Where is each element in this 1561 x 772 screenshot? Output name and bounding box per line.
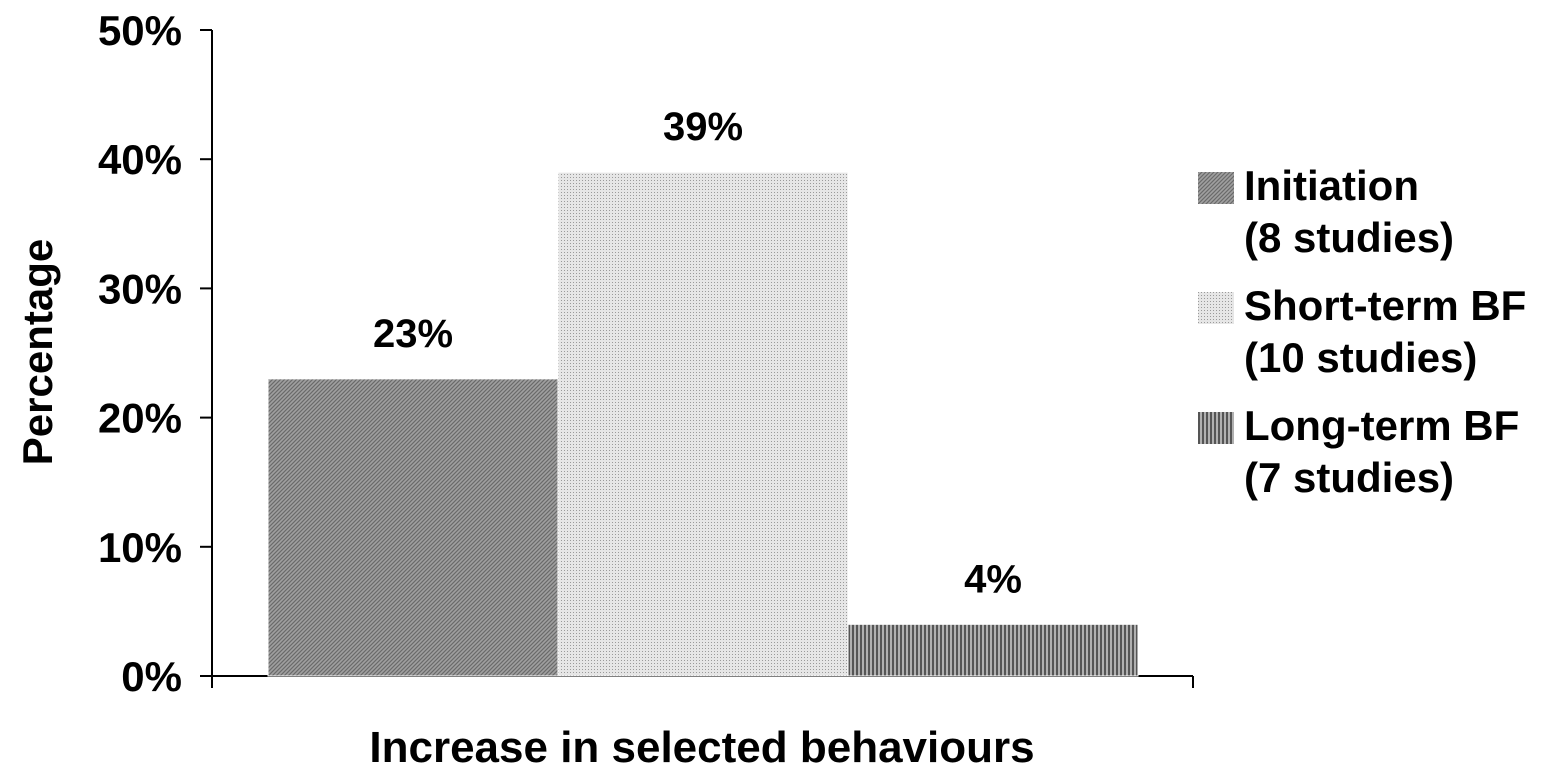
legend-label-initiation: Initiation (8 studies) [1244,162,1455,261]
label-layer: 23% 39% 4% [373,105,1022,601]
data-label-2: 4% [964,557,1022,601]
data-label-0: 23% [373,312,453,356]
legend-swatch-long-term-bf [1198,412,1234,444]
y-axis-title: Percentage [14,239,61,465]
legend-item-long-term-bf: Long-term BF (7 studies) [1198,400,1558,504]
bar-1 [557,171,849,677]
bar-2 [847,623,1139,677]
y-tick-label-4: 40% [98,136,182,183]
bar-layer [267,171,1139,677]
legend-swatch-short-term-bf [1198,292,1234,324]
y-tick-label-3: 30% [98,265,182,312]
legend-item-initiation: Initiation (8 studies) [1198,160,1558,264]
data-label-1: 39% [663,105,743,149]
legend-label-long-term-bf: Long-term BF (7 studies) [1244,402,1520,501]
y-tick-label-2: 20% [98,395,182,442]
y-tick-label-5: 50% [98,7,182,54]
legend-label-short-term-bf: Short-term BF (10 studies) [1244,282,1527,381]
y-tick-label-1: 10% [98,524,182,571]
legend: Initiation (8 studies) Short-term BF (10… [1198,160,1558,520]
legend-swatch-initiation [1198,172,1234,204]
y-tick-label-0: 0% [121,653,182,700]
bar-0 [267,378,559,677]
axis-layer: 0% 10% 20% 30% 40% 50% [98,7,1194,700]
x-axis-title: Increase in selected behaviours [369,723,1034,767]
legend-item-short-term-bf: Short-term BF (10 studies) [1198,280,1558,384]
